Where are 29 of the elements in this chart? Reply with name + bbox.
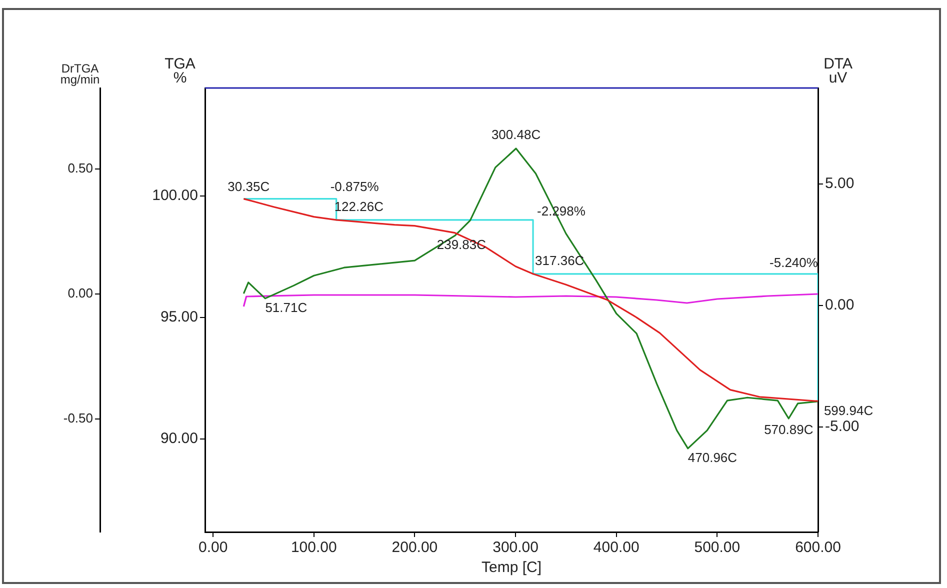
x-axis-title: Temp [C] (481, 559, 542, 576)
y3-tick-label: -0.50 (63, 410, 93, 426)
annotation: -5.240% (770, 254, 818, 270)
x-tick-label: 500.00 (694, 539, 740, 556)
annotation: 317.36C (535, 252, 584, 268)
annotation: 470.96C (688, 450, 738, 465)
y-axis-title: TGA % (164, 56, 196, 87)
y2-tick-label: 0.00 (825, 296, 854, 314)
x-tick-label: 200.00 (392, 539, 438, 556)
y-tick-label: 100.00 (152, 187, 198, 204)
annotation: 30.35C (228, 178, 270, 194)
x-tick-label: 600.00 (795, 539, 841, 556)
y2-axis-title: DTA uV (824, 56, 852, 87)
annotation: 51.71C (265, 300, 308, 316)
annotation: 599.94C (824, 403, 874, 418)
y3-tick-label: 0.50 (68, 160, 93, 176)
x-tick-label: 300.00 (492, 539, 538, 556)
annotation: 570.89C (764, 422, 814, 438)
annotation: -0.875% (330, 178, 380, 194)
y-tick-label: 95.00 (160, 308, 198, 326)
annotation: 300.48C (491, 126, 541, 142)
x-tick-label: 100.00 (290, 539, 337, 556)
y3-tick-label: 0.00 (68, 286, 93, 301)
y2-tick-label: -5.00 (825, 418, 860, 436)
x-tick-label: 0.00 (198, 539, 228, 556)
x-tick-label: 400.00 (593, 539, 640, 556)
y3-axis-title: DrTGA mg/min (60, 61, 100, 86)
y2-tick-label: 5.00 (825, 175, 854, 192)
y-tick-label: 90.00 (160, 430, 198, 448)
